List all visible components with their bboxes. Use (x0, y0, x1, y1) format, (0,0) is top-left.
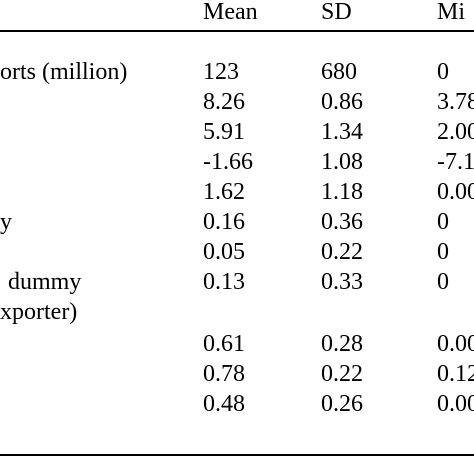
cell-min: 2.00 (437, 119, 474, 145)
cell-mean: 5.91 (203, 119, 245, 145)
cell-min: 0 (437, 209, 449, 235)
cell-mean: -1.66 (203, 149, 253, 175)
cell-sd: 0.22 (321, 239, 363, 265)
cell-sd: 0.26 (321, 391, 363, 417)
cell-min: 0 (437, 59, 449, 85)
cell-mean: 123 (203, 59, 239, 85)
cell-mean: 8.26 (203, 89, 245, 115)
cell-min: -7.1 (437, 149, 474, 175)
row-label: orts (million) (0, 59, 128, 85)
cell-min: 0.00 (437, 179, 474, 205)
cell-min: 0.12 (437, 361, 474, 387)
cell-mean: 0.13 (203, 269, 245, 295)
cell-mean: 0.78 (203, 361, 245, 387)
cell-sd: 1.18 (321, 179, 363, 205)
cell-sd: 1.34 (321, 119, 363, 145)
row-label: y (0, 209, 12, 235)
cell-sd: 0.33 (321, 269, 363, 295)
table-bottom-rule (0, 454, 474, 456)
cell-sd: 680 (321, 59, 357, 85)
cell-mean: 0.61 (203, 331, 245, 357)
cell-sd: 1.08 (321, 149, 363, 175)
cell-mean: 0.16 (203, 209, 245, 235)
cell-sd: 0.86 (321, 89, 363, 115)
cell-min: 0.00 (437, 331, 474, 357)
table-top-rule (0, 30, 474, 32)
cell-min: 3.78 (437, 89, 474, 115)
cell-sd: 0.28 (321, 331, 363, 357)
header-mean: Mean (203, 0, 258, 25)
cell-min: 0 (437, 239, 449, 265)
cell-mean: 1.62 (203, 179, 245, 205)
cell-mean: 0.48 (203, 391, 245, 417)
cell-mean: 0.05 (203, 239, 245, 265)
cell-min: 0 (437, 269, 449, 295)
header-min: Mi (437, 0, 466, 25)
cell-min: 0.00 (437, 391, 474, 417)
header-sd: SD (321, 0, 352, 25)
cell-sd: 0.36 (321, 209, 363, 235)
row-label: dummy (8, 269, 82, 295)
row-label: xporter) (0, 299, 78, 325)
cell-sd: 0.22 (321, 361, 363, 387)
